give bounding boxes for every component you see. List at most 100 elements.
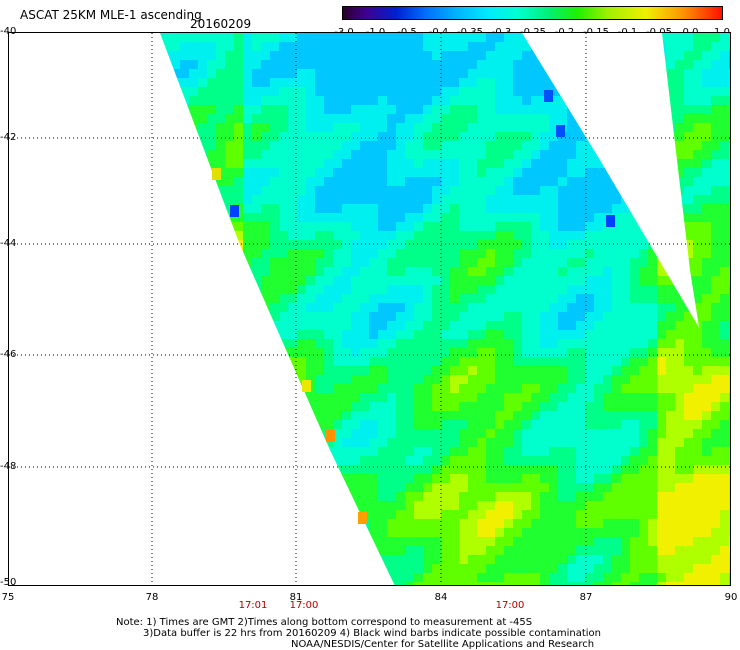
wind-cell	[252, 564, 261, 573]
wind-cell	[315, 132, 324, 141]
wind-cell	[702, 411, 711, 420]
wind-cell	[513, 474, 522, 483]
wind-cell	[180, 402, 189, 411]
wind-cell	[144, 123, 153, 132]
wind-cell	[603, 294, 612, 303]
wind-cell	[486, 429, 495, 438]
wind-cell	[639, 141, 648, 150]
wind-cell	[567, 420, 576, 429]
wind-cell	[261, 456, 270, 465]
wind-cell	[270, 321, 279, 330]
wind-cell	[243, 330, 252, 339]
wind-cell	[621, 51, 630, 60]
wind-cell	[252, 294, 261, 303]
wind-cell	[36, 474, 45, 483]
wind-cell	[414, 357, 423, 366]
wind-cell	[270, 519, 279, 528]
wind-cell	[621, 501, 630, 510]
wind-cell	[54, 501, 63, 510]
wind-cell	[18, 123, 27, 132]
wind-cell	[117, 573, 126, 582]
wind-cell	[198, 114, 207, 123]
wind-cell	[459, 339, 468, 348]
wind-cell	[72, 150, 81, 159]
wind-cell	[378, 537, 387, 546]
wind-cell	[396, 510, 405, 519]
wind-cell	[567, 474, 576, 483]
wind-cell	[657, 258, 666, 267]
wind-cell	[54, 186, 63, 195]
wind-cell	[495, 150, 504, 159]
wind-cell	[333, 402, 342, 411]
wind-cell	[711, 492, 720, 501]
wind-cell	[567, 357, 576, 366]
wind-cell	[360, 78, 369, 87]
wind-cell	[558, 492, 567, 501]
wind-cell	[18, 492, 27, 501]
wind-cell	[450, 141, 459, 150]
wind-cell	[306, 276, 315, 285]
wind-cell	[333, 177, 342, 186]
wind-cell	[225, 528, 234, 537]
wind-cell	[162, 114, 171, 123]
wind-cell	[54, 510, 63, 519]
wind-cell	[396, 501, 405, 510]
wind-cell	[144, 87, 153, 96]
wind-cell	[477, 105, 486, 114]
wind-cell	[54, 60, 63, 69]
wind-cell	[621, 105, 630, 114]
wind-cell	[126, 375, 135, 384]
wind-cell	[351, 177, 360, 186]
wind-cell	[324, 51, 333, 60]
wind-cell	[81, 528, 90, 537]
wind-cell	[234, 573, 243, 582]
wind-cell	[630, 123, 639, 132]
wind-cell	[243, 258, 252, 267]
wind-cell	[225, 267, 234, 276]
wind-cell	[18, 132, 27, 141]
wind-cell	[495, 366, 504, 375]
wind-cell	[160, 564, 162, 573]
wind-cell	[423, 285, 432, 294]
wind-cell	[189, 429, 198, 438]
wind-cell	[531, 510, 540, 519]
wind-cell	[160, 339, 162, 348]
wind-cell	[432, 555, 441, 564]
wind-cell	[198, 474, 207, 483]
wind-cell	[495, 447, 504, 456]
wind-cell	[99, 564, 108, 573]
wind-cell	[18, 150, 27, 159]
wind-cell	[198, 51, 207, 60]
wind-cell	[72, 258, 81, 267]
wind-cell	[657, 339, 666, 348]
wind-cell	[324, 312, 333, 321]
wind-cell	[288, 213, 297, 222]
wind-cell	[405, 321, 414, 330]
wind-cell	[495, 186, 504, 195]
wind-cell	[160, 402, 162, 411]
wind-cell	[468, 483, 477, 492]
wind-cell	[522, 330, 531, 339]
wind-cell	[207, 60, 216, 69]
wind-cell	[117, 285, 126, 294]
wind-cell	[198, 186, 207, 195]
wind-cell	[630, 447, 639, 456]
wind-cell	[270, 555, 279, 564]
wind-cell	[657, 492, 666, 501]
wind-cell	[252, 483, 261, 492]
wind-cell	[243, 465, 252, 474]
wind-cell	[531, 555, 540, 564]
wind-cell	[558, 402, 567, 411]
wind-cell	[9, 105, 18, 114]
wind-cell	[162, 537, 171, 546]
wind-cell	[423, 51, 432, 60]
wind-cell	[243, 321, 252, 330]
wind-cell	[189, 357, 198, 366]
wind-cell	[333, 429, 342, 438]
wind-cell	[432, 159, 441, 168]
wind-cell	[207, 132, 216, 141]
wind-cell	[54, 312, 63, 321]
wind-cell	[684, 528, 693, 537]
wind-cell	[63, 258, 72, 267]
wind-cell	[405, 285, 414, 294]
